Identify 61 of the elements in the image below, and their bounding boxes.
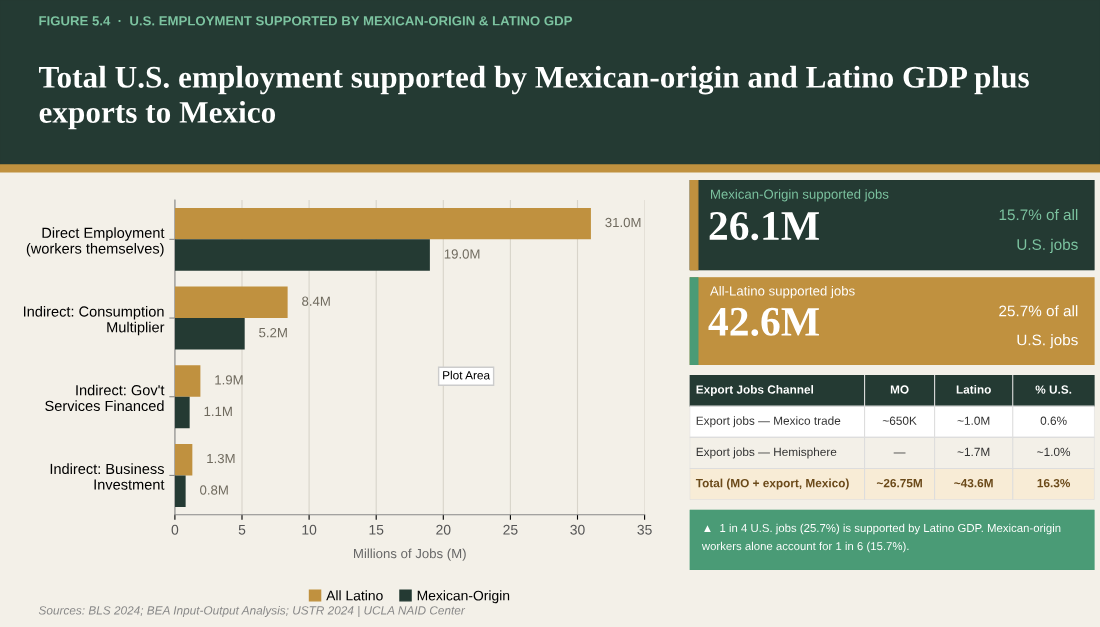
category-label: MO [890,385,909,394]
category-label: Export jobs — Mexico trade [696,416,841,428]
x-tick-label: 30 [570,524,585,535]
x-tick-label: 15 [369,525,384,535]
source-note: Sources: BLS 2024; BEA Input-Output Analysis; USTR 2024 | UCLA NAID Center [38,605,466,618]
bar [174,443,193,476]
text: 25.7% of all [999,305,1078,317]
text: ~1.7M [957,447,990,456]
x-axis-title: Millions of Jobs (M) [354,548,466,561]
x-tick-label: 35 [637,524,652,535]
bar [174,207,591,240]
category-label: Total (MO + export, Mexico) [695,478,849,490]
text: — [893,452,906,454]
bar [174,396,190,429]
x-tick-label: 20 [436,524,451,535]
x-tick-label: 5 [238,525,246,535]
bar [174,318,245,350]
y-tick-label: Indirect: Business Investment [50,463,165,490]
data-label: 31.0M [605,217,641,228]
text: Mexican-Origin supported jobs [711,189,889,202]
chart-subtitle: FIGURE 5.4 · U.S. EMPLOYMENT SUPPORTED BY MEXICAN-ORIGIN & LATINO GDP [39,16,572,26]
bar [174,239,430,271]
bar [174,365,201,397]
text: workers alone account for 1 in 6 (15.7%). [701,541,909,553]
chart-title: Total U.S. employment supported by Mexican-origin and Latino GDP plus exports to Mexico [38,65,1029,130]
text: U.S. jobs [1017,238,1078,253]
category-label: Export jobs — Hemisphere [696,447,837,459]
legend-label: Mexican-Origin [417,590,510,604]
annotation: Plot Area [443,370,491,380]
data-label: 1.1M [204,406,232,416]
x-tick-label: 10 [302,524,317,535]
y-tick-label: Indirect: Consumption Multiplier [23,305,165,336]
text: 42.6M [708,307,819,337]
data-label: 8.4M [302,296,330,306]
y-tick-label: Direct Employment (workers themselves) [26,227,165,257]
text: 16.3% [1037,478,1071,488]
legend-label: All Latino [326,590,383,601]
bar [174,286,288,319]
text: 15.7% of all [999,208,1078,221]
data-label: 19.0M [444,249,480,259]
data-label: 0.8M [200,485,228,495]
bar [174,475,186,507]
data-label: 1.3M [207,453,235,464]
text: ~650K [882,416,917,425]
text: All-Latino supported jobs [709,285,855,299]
text: ~1.0M [957,416,990,425]
text: U.S. jobs [1017,334,1078,349]
text: Export Jobs Channel [696,385,814,397]
data-label: 5.2M [259,327,287,338]
x-tick-label: 25 [503,524,518,535]
text: ~26.75M [876,478,922,488]
category-label: % U.S. [1035,385,1072,394]
data-label: 1.9M [215,375,243,385]
text: 0.6% [1040,416,1067,425]
x-tick-label: 0 [171,524,179,535]
text: ~1.0% [1037,447,1071,457]
text: 26.1M [709,212,819,241]
y-tick-label: Indirect: Gov't Services Financed [45,384,165,412]
category-label: Latino [956,385,991,394]
text: ▲ 1 in 4 U.S. jobs (25.7%) is supported by Latino GDP. Mexican-origin [704,523,1061,535]
text: ~43.6M [954,478,993,488]
